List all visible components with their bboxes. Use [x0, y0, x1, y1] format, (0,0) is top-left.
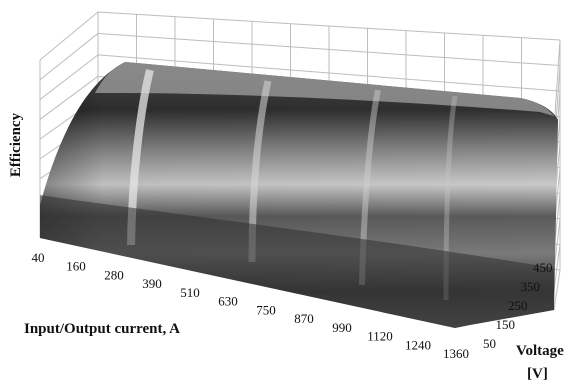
grid-line — [553, 39, 561, 131]
x-tick-label: 990 — [332, 320, 352, 335]
y-axis-title-line1: Voltage — [516, 343, 564, 359]
x-tick-label: 1120 — [367, 329, 393, 344]
grid-line — [97, 54, 561, 92]
x-axis-title: Input/Output current, A — [24, 321, 180, 337]
x-tick-label: 1240 — [405, 337, 431, 352]
grid-line — [39, 54, 99, 100]
x-tick-label: 510 — [180, 285, 200, 300]
surface-top-band — [95, 62, 554, 116]
y-tick-label: 350 — [521, 279, 541, 294]
x-tick-label: 1360 — [443, 346, 469, 361]
y-tick-label: 250 — [508, 298, 528, 313]
surface-base-band — [40, 195, 554, 328]
grid-line — [553, 269, 561, 311]
x-axis-ticks: 40 160 280 390 510 630 750 870 990 1120 1240 1360 — [32, 250, 470, 361]
y-axis-title-line2: [V] — [527, 366, 548, 382]
y-tick-label: 50 — [483, 336, 496, 351]
grid-line — [97, 11, 561, 41]
z-axis-title: Efficiency — [8, 112, 24, 177]
grid-line — [39, 33, 99, 81]
x-tick-label: 870 — [294, 311, 314, 326]
x-tick-label: 630 — [218, 294, 238, 309]
x-tick-label: 390 — [142, 276, 162, 291]
grid-line — [39, 75, 99, 120]
x-tick-label: 750 — [256, 302, 276, 317]
y-tick-label: 150 — [496, 317, 516, 332]
x-tick-label: 160 — [66, 259, 86, 274]
x-tick-label: 40 — [32, 250, 45, 265]
x-tick-label: 280 — [104, 267, 124, 282]
grid-line — [39, 11, 99, 61]
efficiency-surface — [40, 62, 558, 328]
y-tick-label: 450 — [533, 260, 553, 275]
grid-line — [97, 32, 561, 67]
grid-line — [553, 244, 561, 291]
